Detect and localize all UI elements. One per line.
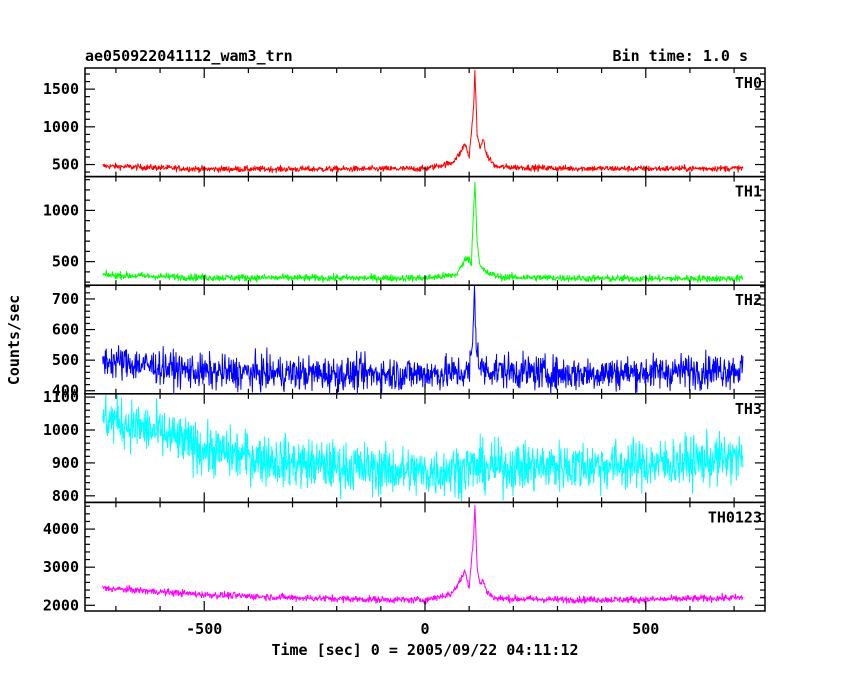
y-tick-label: 500 — [52, 253, 79, 271]
y-tick-label: 1100 — [43, 388, 79, 406]
series-line-th1 — [102, 181, 744, 284]
panel-th3: 800 900 1000 1100 TH3 — [43, 388, 766, 505]
y-tick-label: 400 — [52, 382, 79, 400]
bin-time-label: Bin time: 1.0 s — [613, 47, 748, 65]
panel-label-th2: TH2 — [735, 291, 762, 309]
y-tick-label: 1000 — [43, 118, 79, 136]
y-tick-label: 1500 — [43, 80, 79, 98]
panel-frame — [84, 67, 766, 178]
panel-label-th1: TH1 — [735, 183, 762, 201]
panel-th2: 400 500 600 700 TH2 — [52, 284, 766, 400]
series-line-th2 — [102, 284, 744, 395]
y-tick-label: 800 — [52, 487, 79, 505]
y-tick-label: 1000 — [43, 421, 79, 439]
y-tick-label: 1000 — [43, 201, 79, 219]
panel-th0123: 2000 3000 4000 TH0123 — [43, 501, 766, 614]
x-tick-label: 0 — [420, 620, 429, 638]
y-tick-label: 4000 — [43, 520, 79, 538]
x-tick-label: -500 — [186, 620, 222, 638]
panel-label-th0: TH0 — [735, 74, 762, 92]
y-axis-title: Counts/sec — [5, 295, 23, 385]
panel-label-th0123: TH0123 — [708, 508, 762, 526]
series-line-th0 — [102, 69, 744, 174]
panels-group: 500 1000 1500 TH0 500 1000 TH1 400 500 600 700 TH2 8… — [43, 67, 766, 638]
y-tick-label: 600 — [52, 321, 79, 339]
panel-th1: 500 1000 TH1 — [43, 175, 766, 286]
y-tick-label: 2000 — [43, 596, 79, 614]
chart-title: ae050922041112_wam3_trn — [85, 47, 293, 65]
x-axis-title: Time [sec] 0 = 2005/09/22 04:11:12 — [271, 641, 578, 659]
y-tick-label: 3000 — [43, 558, 79, 576]
panel-th0: 500 1000 1500 TH0 — [43, 67, 766, 178]
panel-frame — [84, 393, 766, 504]
y-tick-label: 700 — [52, 290, 79, 308]
y-tick-label: 900 — [52, 454, 79, 472]
y-tick-label: 500 — [52, 351, 79, 369]
y-tick-label: 500 — [52, 156, 79, 174]
series-line-th3 — [102, 393, 744, 503]
panel-label-th3: TH3 — [735, 400, 762, 418]
panel-frame — [84, 175, 766, 286]
series-line-th0123 — [102, 505, 744, 605]
x-tick-label: 500 — [632, 620, 659, 638]
